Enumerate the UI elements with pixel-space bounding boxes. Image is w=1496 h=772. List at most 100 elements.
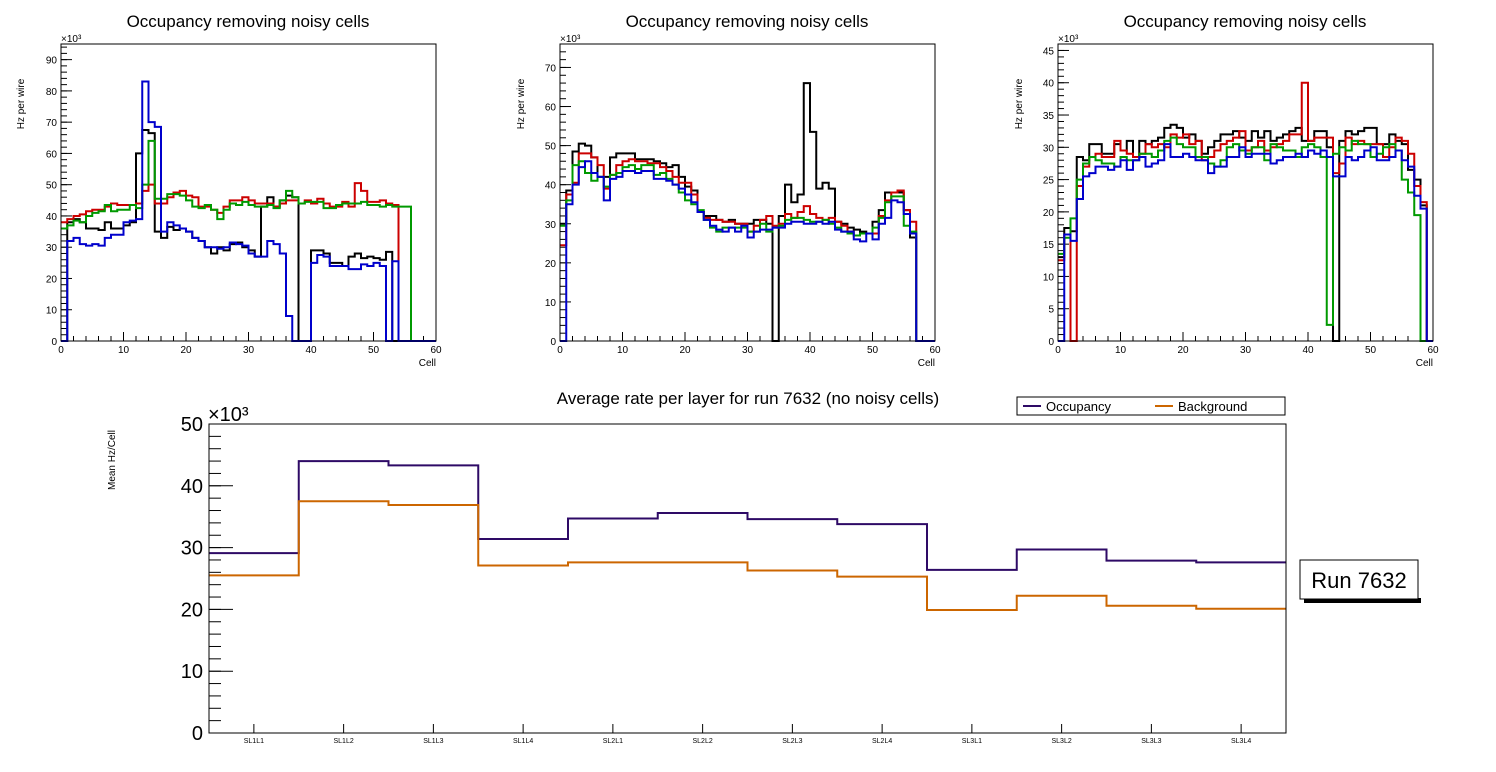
y-tick-label: 10 xyxy=(1043,272,1055,283)
plot-title: Occupancy removing noisy cells xyxy=(626,12,869,31)
y-axis-label: Hz per wire xyxy=(516,78,527,129)
x-category-label: SL1L4 xyxy=(513,738,533,745)
y-tick-label: 20 xyxy=(46,274,58,285)
y-tick-label: 0 xyxy=(1048,337,1054,348)
plot-title: Occupancy removing noisy cells xyxy=(127,12,370,31)
y-tick-label: 90 xyxy=(46,56,58,67)
x-tick-label: 20 xyxy=(1177,345,1189,356)
y-tick-label: 50 xyxy=(181,414,203,436)
y-tick-label: 15 xyxy=(1043,240,1055,251)
x-category-label: SL3L2 xyxy=(1052,738,1072,745)
x-tick-label: 60 xyxy=(430,345,442,356)
series-line-layer-4 xyxy=(560,160,935,342)
layer-rate-panel: Average rate per layer for run 7632 (no … xyxy=(107,389,1421,745)
y-tick-label: 30 xyxy=(181,538,203,560)
y-tick-label: 70 xyxy=(545,63,557,74)
x-category-label: SL2L4 xyxy=(872,738,892,745)
x-tick-label: 0 xyxy=(58,345,64,356)
x-axis-label: Cell xyxy=(1416,358,1433,369)
plot-title: Average rate per layer for run 7632 (no … xyxy=(557,389,939,408)
legend-label-background: Background xyxy=(1178,399,1247,414)
y-tick-label: 50 xyxy=(545,142,557,153)
x-category-label: SL2L3 xyxy=(782,738,802,745)
x-tick-label: 30 xyxy=(742,345,754,356)
series-line-layer-4 xyxy=(61,80,436,342)
series-line-occupancy xyxy=(209,460,1286,571)
x-tick-label: 10 xyxy=(1115,345,1127,356)
plot-title: Occupancy removing noisy cells xyxy=(1124,12,1367,31)
series-line-layer-3 xyxy=(560,160,935,342)
x-category-label: SL2L2 xyxy=(693,738,713,745)
y-tick-label: 5 xyxy=(1048,305,1054,316)
x-category-label: SL3L1 xyxy=(962,738,982,745)
y-multiplier-label: ×10³ xyxy=(1058,34,1079,45)
y-tick-label: 0 xyxy=(550,337,556,348)
y-tick-label: 35 xyxy=(1043,111,1055,122)
series-line-layer-4 xyxy=(1058,143,1433,342)
x-tick-label: 40 xyxy=(804,345,816,356)
x-tick-label: 60 xyxy=(1427,345,1439,356)
histogram-panel-3: Occupancy removing noisy cells Hz per wir… xyxy=(1014,12,1439,369)
series-line-layer-2 xyxy=(1058,81,1433,342)
x-axis-label: Cell xyxy=(918,358,935,369)
y-tick-label: 45 xyxy=(1043,46,1055,57)
x-tick-label: 50 xyxy=(368,345,380,356)
y-tick-label: 0 xyxy=(51,337,57,348)
y-tick-label: 30 xyxy=(1043,143,1055,154)
series-line-layer-3 xyxy=(61,139,436,342)
y-tick-label: 10 xyxy=(545,298,557,309)
x-tick-label: 40 xyxy=(1302,345,1314,356)
legend: Occupancy Background xyxy=(1016,396,1286,416)
x-tick-label: 10 xyxy=(118,345,130,356)
y-tick-label: 70 xyxy=(46,118,58,129)
x-category-label: SL1L2 xyxy=(334,738,354,745)
y-tick-label: 20 xyxy=(545,259,557,270)
x-tick-label: 30 xyxy=(1240,345,1252,356)
legend-label-occupancy: Occupancy xyxy=(1046,399,1112,414)
y-tick-label: 25 xyxy=(1043,176,1055,187)
x-tick-label: 50 xyxy=(1365,345,1377,356)
run-annotation: Run 7632 xyxy=(1299,559,1421,603)
x-tick-label: 60 xyxy=(929,345,941,356)
y-axis-label: Hz per wire xyxy=(1014,78,1025,129)
series-line-layer-2 xyxy=(61,182,436,342)
y-tick-label: 40 xyxy=(1043,79,1055,90)
plot-frame xyxy=(60,43,437,342)
x-tick-label: 20 xyxy=(679,345,691,356)
y-tick-label: 20 xyxy=(1043,208,1055,219)
x-tick-label: 30 xyxy=(243,345,255,356)
run-annotation-shadow xyxy=(1304,598,1421,603)
x-tick-label: 0 xyxy=(1055,345,1061,356)
x-tick-label: 50 xyxy=(867,345,879,356)
x-category-label: SL1L3 xyxy=(423,738,443,745)
run-annotation-label: Run 7632 xyxy=(1311,568,1406,593)
y-multiplier-label: ×10³ xyxy=(208,404,249,426)
series-line-background xyxy=(209,500,1286,612)
plot-frame xyxy=(1057,43,1434,342)
y-tick-label: 40 xyxy=(46,212,58,223)
y-multiplier-label: ×10³ xyxy=(61,34,82,45)
y-axis-label: Mean Hz/Cell xyxy=(107,430,118,490)
histogram-panel-2: Occupancy removing noisy cells Hz per wir… xyxy=(516,12,941,369)
plot-frame xyxy=(208,423,1287,734)
x-tick-label: 40 xyxy=(305,345,317,356)
x-tick-label: 10 xyxy=(617,345,629,356)
x-category-label: SL1L1 xyxy=(244,738,264,745)
x-category-label: SL3L4 xyxy=(1231,738,1251,745)
y-tick-label: 30 xyxy=(545,220,557,231)
x-category-label: SL3L3 xyxy=(1141,738,1161,745)
y-multiplier-label: ×10³ xyxy=(560,34,581,45)
legend-box xyxy=(1016,396,1286,416)
series-line-layer-1 xyxy=(560,82,935,342)
y-tick-label: 10 xyxy=(181,661,203,683)
y-tick-label: 0 xyxy=(192,723,203,745)
y-tick-label: 40 xyxy=(181,476,203,498)
y-tick-label: 80 xyxy=(46,87,58,98)
histogram-panel-1: Occupancy removing noisy cells Hz per wir… xyxy=(16,12,442,369)
y-tick-label: 30 xyxy=(46,243,58,254)
y-tick-label: 10 xyxy=(46,306,58,317)
x-category-label: SL2L1 xyxy=(603,738,623,745)
y-axis-label: Hz per wire xyxy=(16,78,27,129)
plot-frame xyxy=(559,43,936,342)
